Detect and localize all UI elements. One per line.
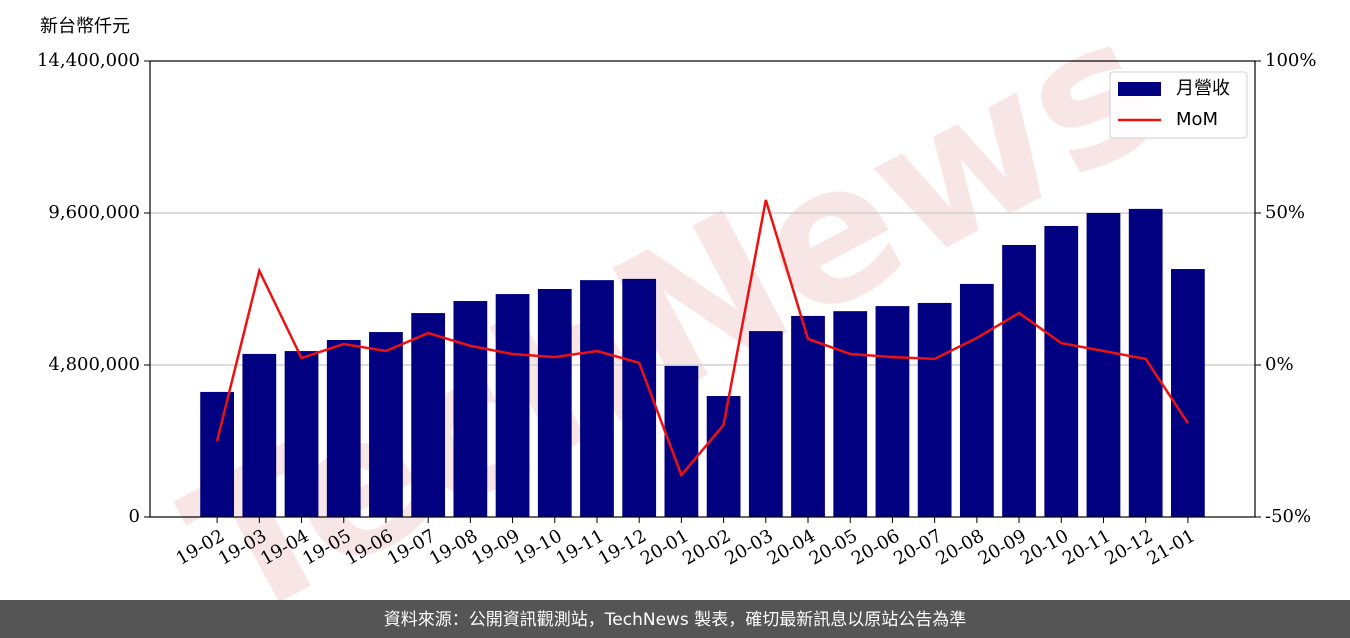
bar (1128, 208, 1163, 517)
legend-swatch (1118, 82, 1161, 96)
y-tick-label: 0 (129, 506, 140, 527)
bar (537, 289, 572, 517)
line (215, 199, 1189, 478)
bar (326, 339, 361, 517)
bar (1044, 225, 1079, 517)
legend-label: MoM (1176, 109, 1218, 130)
bar (833, 311, 868, 517)
y2-tick-label: 0% (1265, 354, 1294, 375)
bar (791, 315, 825, 517)
bar (580, 280, 614, 517)
bar (875, 306, 910, 517)
y2-tick-label: 100% (1265, 50, 1316, 71)
y-axis-label: 新台幣仟元 (40, 16, 130, 37)
bar (959, 283, 994, 517)
bar (242, 353, 277, 517)
footer-bar (0, 600, 1350, 638)
y2-tick-label: 50% (1265, 202, 1305, 223)
y-tick-label: 9,600,000 (48, 202, 140, 223)
bar (664, 365, 699, 517)
bar (1086, 213, 1121, 517)
bar (369, 332, 403, 517)
legend-label: 月營收 (1176, 78, 1230, 99)
y-tick-label: 4,800,000 (48, 354, 140, 375)
bar (1002, 244, 1036, 517)
bar (495, 294, 530, 517)
y-tick-label: 14,400,000 (37, 50, 140, 71)
footer-text: 資料來源：公開資訊觀測站，TechNews 製表，確切最新訊息以原站公告為準 (384, 610, 966, 630)
bar (706, 396, 741, 517)
bar (1171, 269, 1205, 517)
bar (200, 391, 234, 517)
bar (748, 331, 783, 517)
bar (284, 351, 319, 517)
y2-tick-label: -50% (1265, 506, 1311, 527)
bar (453, 301, 488, 517)
bar (917, 302, 952, 517)
plot-frame (149, 60, 1256, 518)
bar (411, 313, 446, 517)
x-tick-label: 21-01 (1143, 525, 1198, 569)
bar (622, 278, 657, 517)
